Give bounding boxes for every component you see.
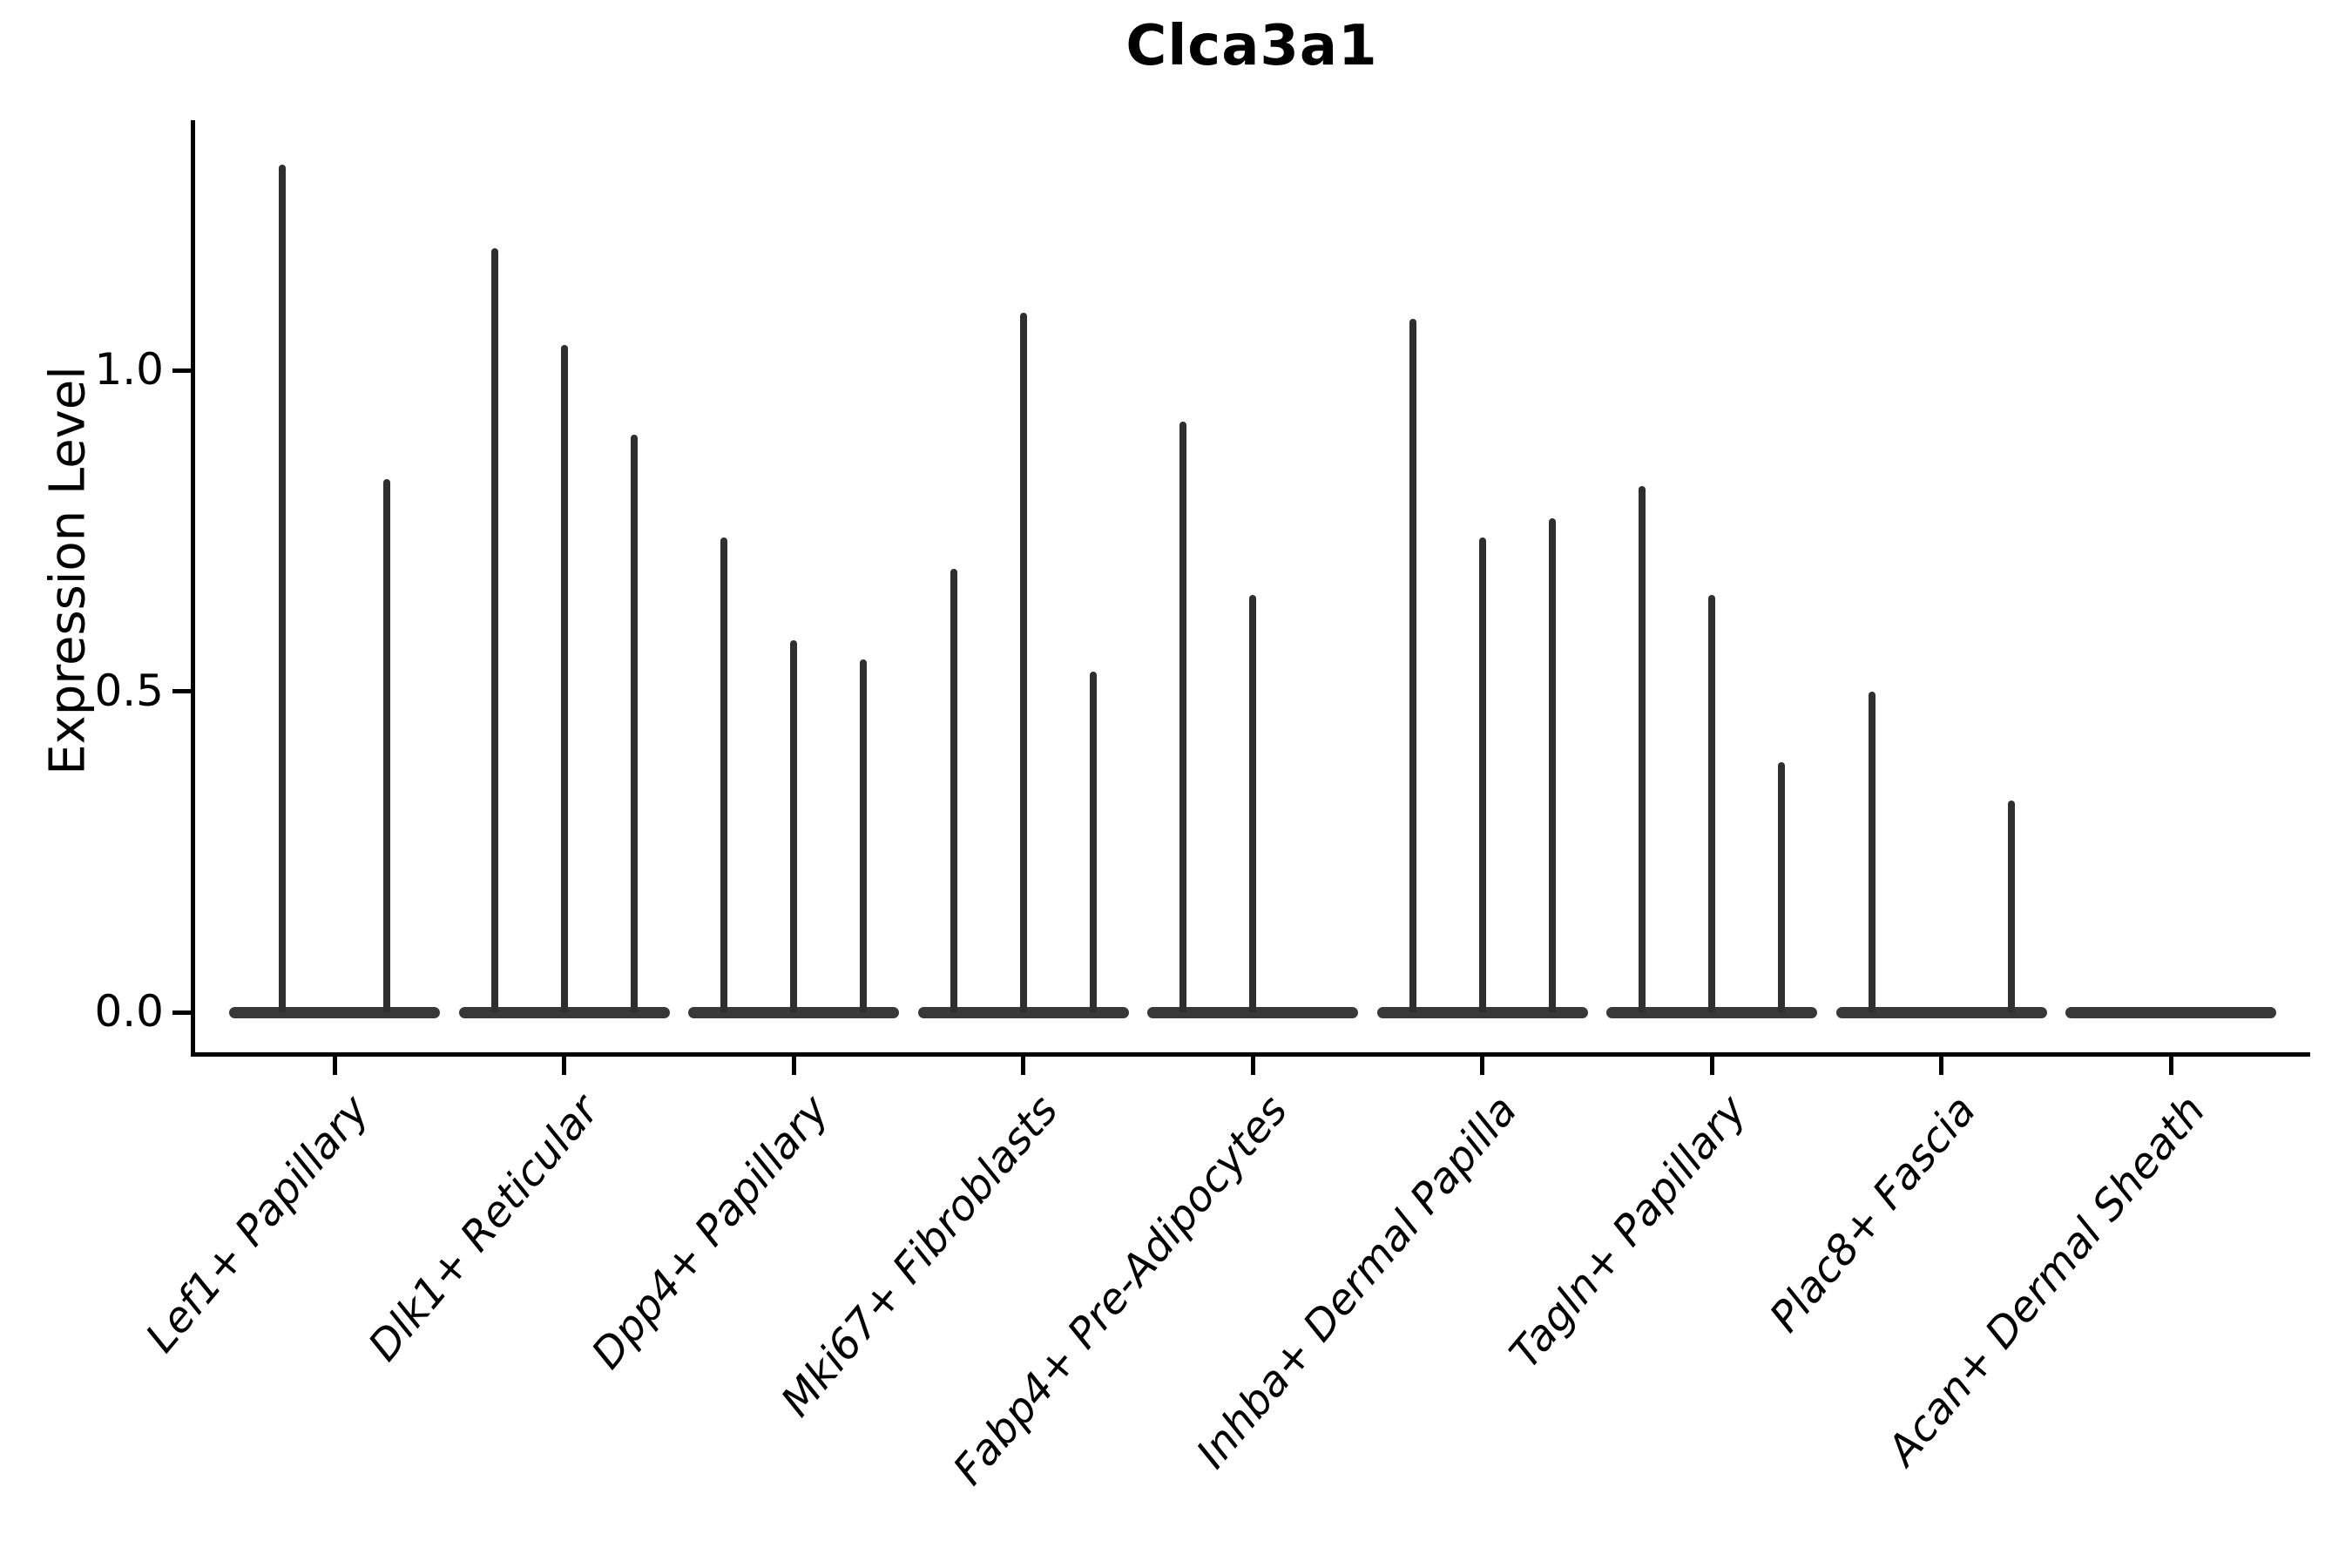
x-tick-mark xyxy=(1480,1052,1484,1075)
violin-spike xyxy=(383,479,390,1012)
violin-zero-density xyxy=(458,1006,670,1018)
violin-spike xyxy=(1778,761,1785,1012)
violin-spike xyxy=(950,569,957,1012)
y-tick-mark xyxy=(172,689,193,693)
x-tick-label: Tagln+ Papillary xyxy=(1500,1086,1756,1378)
violin-zero-density xyxy=(1835,1006,2047,1018)
violin-zero-density xyxy=(2065,1006,2276,1018)
violin-spike xyxy=(1868,691,1876,1012)
y-tick-label: 0.5 xyxy=(94,665,164,716)
x-tick-mark xyxy=(1250,1052,1255,1075)
violin-spike xyxy=(1639,485,1646,1012)
violin-spike xyxy=(1548,517,1556,1012)
x-tick-mark xyxy=(2168,1052,2173,1075)
x-tick-label: Lef1+ Papillary xyxy=(137,1086,379,1362)
violin-zero-density xyxy=(917,1006,1129,1018)
x-tick-label: Plac8+ Fascia xyxy=(1760,1086,1986,1342)
violin-spike xyxy=(790,639,797,1012)
violin-spike xyxy=(1089,672,1097,1012)
x-tick-mark xyxy=(1709,1052,1714,1075)
violin-spike xyxy=(2007,800,2015,1012)
y-axis-spine xyxy=(191,120,195,1057)
violin-zero-density xyxy=(1606,1006,1817,1018)
x-tick-mark xyxy=(1021,1052,1025,1075)
violin-spike xyxy=(490,247,498,1012)
violin-spike xyxy=(1478,537,1486,1012)
x-tick-mark xyxy=(1939,1052,1943,1075)
y-tick-mark xyxy=(172,368,193,373)
violin-spike xyxy=(720,537,727,1012)
violin-spike xyxy=(279,165,286,1012)
violin-spike xyxy=(1019,312,1027,1012)
violin-spike xyxy=(1708,594,1715,1012)
violin-spike xyxy=(630,434,638,1012)
x-tick-mark xyxy=(332,1052,337,1075)
x-tick-label: Dlk1+ Reticular xyxy=(359,1086,609,1370)
violin-spike xyxy=(1179,421,1186,1012)
violin-spike xyxy=(1409,319,1416,1012)
violin-spike xyxy=(860,659,867,1012)
violin-spike xyxy=(560,344,568,1012)
x-tick-label: Dpp4+ Papillary xyxy=(582,1086,838,1378)
x-tick-mark xyxy=(562,1052,566,1075)
x-tick-mark xyxy=(791,1052,796,1075)
violin-spike xyxy=(1249,594,1256,1012)
y-tick-label: 1.0 xyxy=(94,343,164,395)
violin-zero-density xyxy=(1376,1006,1588,1018)
violin-zero-density xyxy=(1147,1006,1358,1018)
violin-zero-density xyxy=(688,1006,899,1018)
y-tick-label: 0.0 xyxy=(94,985,164,1037)
violin-zero-density xyxy=(229,1006,440,1018)
y-tick-mark xyxy=(172,1010,193,1015)
chart-title: Clca3a1 xyxy=(1125,14,1378,78)
